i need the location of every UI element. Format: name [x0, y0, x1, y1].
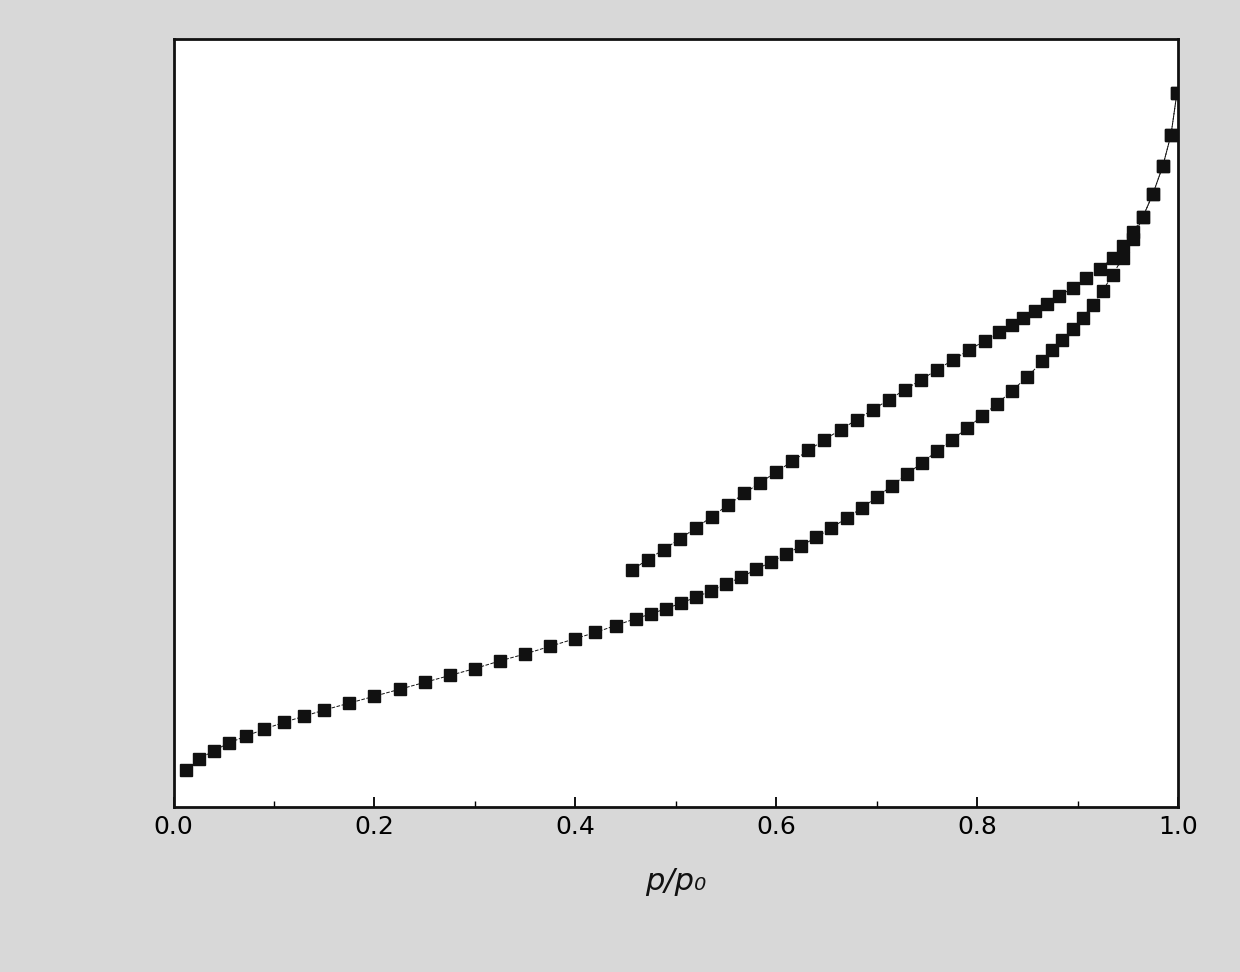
X-axis label: p/p₀: p/p₀ — [645, 867, 707, 896]
